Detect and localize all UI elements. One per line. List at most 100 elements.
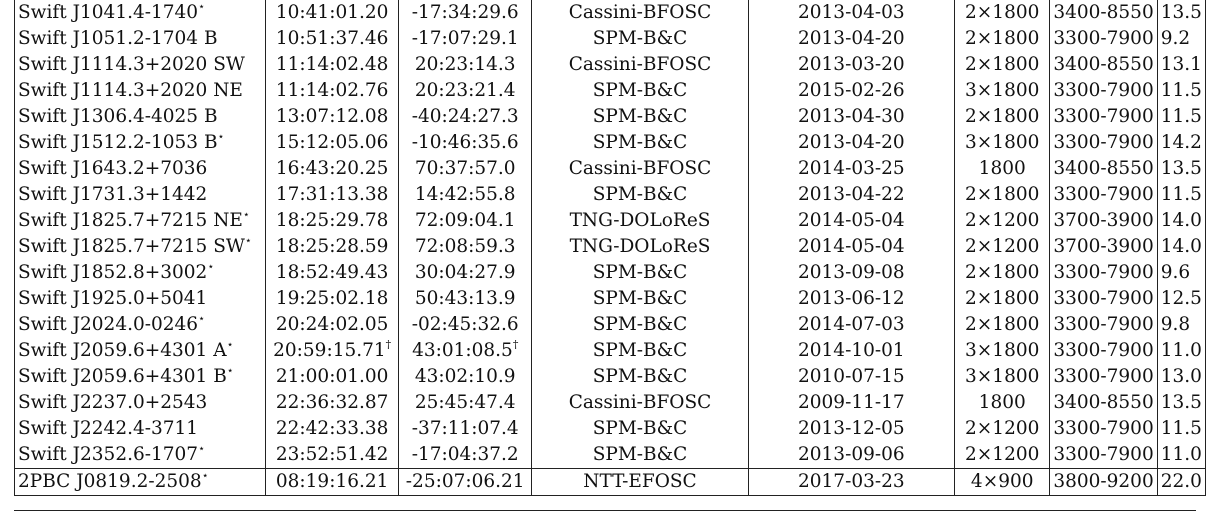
value-cell: 11.5 <box>1157 104 1206 130</box>
date-text: 2015-02-26 <box>798 80 905 101</box>
table-body: Swift J1041.4-1740⋆ 10:41:01.20 -17:34:29.… <box>13 0 1206 496</box>
dec-text: -17:07:29.1 <box>411 28 519 49</box>
dec-text: 70:37:57.0 <box>414 158 516 179</box>
telescope-cell: SPM-B&C <box>531 130 749 156</box>
range-cell: 3300-7900 <box>1049 260 1158 286</box>
range-cell: 3700-3900 <box>1049 208 1158 234</box>
exposure-text: 2×1800 <box>965 28 1040 49</box>
range-text: 3700-3900 <box>1053 210 1154 231</box>
footnote-mark: ⋆ <box>217 129 225 143</box>
range-text: 3300-7900 <box>1053 262 1154 283</box>
range-text: 3300-7900 <box>1053 340 1154 361</box>
dec-text: 72:08:59.3 <box>414 236 516 257</box>
range-cell: 3400-8550 <box>1049 156 1158 182</box>
value-cell: 11.5 <box>1157 416 1206 442</box>
dec-cell: 20:23:21.4 <box>398 78 533 104</box>
dec-text: -02:45:32.6 <box>411 314 519 335</box>
range-cell: 3300-7900 <box>1049 364 1158 390</box>
table-row: Swift J1041.4-1740⋆ 10:41:01.20 -17:34:29.… <box>13 0 1206 26</box>
range-cell: 3300-7900 <box>1049 286 1158 312</box>
range-cell: 3400-8550 <box>1049 0 1158 26</box>
date-cell: 2013-12-05 <box>748 416 956 442</box>
value-text: 14.0 <box>1160 236 1202 257</box>
telescope-text: SPM-B&C <box>592 314 688 335</box>
exposure-text: 3×1800 <box>965 340 1040 361</box>
range-text: 3300-7900 <box>1053 444 1154 465</box>
ra-text: 10:41:01.20 <box>275 2 389 23</box>
dec-cell: -17:07:29.1 <box>398 26 533 52</box>
exposure-text: 4×900 <box>970 471 1034 492</box>
date-cell: 2013-04-03 <box>748 0 956 26</box>
table-row: Swift J2237.0+2543 22:36:32.87 25:45:47.4 C… <box>13 390 1206 416</box>
source-name-cell: Swift J1041.4-1740⋆ <box>13 0 267 26</box>
range-text: 3300-7900 <box>1053 132 1154 153</box>
value-text: 11.5 <box>1160 106 1202 127</box>
date-text: 2013-04-22 <box>798 184 905 205</box>
dec-cell: -02:45:32.6 <box>398 312 533 338</box>
exposure-text: 2×1800 <box>965 184 1040 205</box>
ra-text: 23:52:51.42 <box>275 444 389 465</box>
value-cell: 9.2 <box>1157 26 1206 52</box>
table-row: Swift J1114.3+2020 NE 11:14:02.76 20:23:21… <box>13 78 1206 104</box>
table-row: Swift J1731.3+1442 17:31:13.38 14:42:55.8 S… <box>13 182 1206 208</box>
ra-cell: 23:52:51.42 <box>265 442 399 469</box>
date-text: 2013-04-20 <box>798 28 905 49</box>
telescope-text: SPM-B&C <box>592 262 688 283</box>
telescope-cell: SPM-B&C <box>531 78 749 104</box>
exposure-text: 2×1200 <box>965 236 1040 257</box>
dec-cell: -17:04:37.2 <box>398 442 533 469</box>
dec-cell: -37:11:07.4 <box>398 416 533 442</box>
dec-text: 20:23:21.4 <box>414 80 516 101</box>
exposure-text: 2×1800 <box>965 288 1040 309</box>
range-cell: 3400-8550 <box>1049 390 1158 416</box>
exposure-cell: 2×1800 <box>954 182 1051 208</box>
dec-text: -10:46:35.6 <box>411 132 519 153</box>
source-name-cell: Swift J1114.3+2020 NE <box>13 78 267 104</box>
range-cell: 3300-7900 <box>1049 442 1158 469</box>
table-row: Swift J2024.0-0246⋆ 20:24:02.05 -02:45:32.… <box>13 312 1206 338</box>
telescope-cell: Cassini-BFOSC <box>531 52 749 78</box>
ra-text: 22:42:33.38 <box>275 418 389 439</box>
date-text: 2013-06-12 <box>798 288 905 309</box>
value-text: 13.5 <box>1160 392 1202 413</box>
ra-cell: 20:24:02.05 <box>265 312 399 338</box>
dec-cell: 43:01:08.5† <box>398 338 533 364</box>
exposure-text: 2×1800 <box>965 314 1040 335</box>
telescope-cell: Cassini-BFOSC <box>531 390 749 416</box>
dec-text: 14:42:55.8 <box>414 184 516 205</box>
source-name-cell: 2PBC J0819.2-2508⋆ <box>13 468 267 496</box>
date-text: 2017-03-23 <box>798 471 905 492</box>
value-cell: 13.5 <box>1157 156 1206 182</box>
dec-text: 50:43:13.9 <box>414 288 516 309</box>
dec-cell: 50:43:13.9 <box>398 286 533 312</box>
date-cell: 2013-04-22 <box>748 182 956 208</box>
ra-cell: 17:31:13.38 <box>265 182 399 208</box>
ra-text: 10:51:37.46 <box>275 28 389 49</box>
exposure-cell: 2×1200 <box>954 416 1051 442</box>
exposure-cell: 1800 <box>954 156 1051 182</box>
source-name-cell: Swift J1825.7+7215 NE⋆ <box>13 208 267 234</box>
dec-text: -17:34:29.6 <box>411 2 519 23</box>
exposure-cell: 2×1200 <box>954 442 1051 469</box>
value-cell: 11.0 <box>1157 442 1206 469</box>
telescope-cell: SPM-B&C <box>531 286 749 312</box>
date-cell: 2015-02-26 <box>748 78 956 104</box>
range-text: 3400-8550 <box>1053 392 1154 413</box>
date-cell: 2014-05-04 <box>748 208 956 234</box>
dec-text: 43:01:08.5 <box>412 340 513 361</box>
value-cell: 13.0 <box>1157 364 1206 390</box>
telescope-cell: SPM-B&C <box>531 416 749 442</box>
range-text: 3300-7900 <box>1053 80 1154 101</box>
ra-cell: 19:25:02.18 <box>265 286 399 312</box>
exposure-cell: 2×1800 <box>954 104 1051 130</box>
telescope-text: NTT-EFOSC <box>583 471 697 492</box>
telescope-cell: SPM-B&C <box>531 26 749 52</box>
range-cell: 3400-8550 <box>1049 52 1158 78</box>
source-name-text: Swift J1051.2-1704 B <box>18 28 218 49</box>
range-text: 3300-7900 <box>1053 366 1154 387</box>
date-cell: 2013-09-08 <box>748 260 956 286</box>
telescope-text: Cassini-BFOSC <box>568 54 712 75</box>
source-name-text: Swift J1041.4-1740 <box>18 2 199 23</box>
telescope-cell: SPM-B&C <box>531 364 749 390</box>
dec-text: 30:04:27.9 <box>414 262 516 283</box>
